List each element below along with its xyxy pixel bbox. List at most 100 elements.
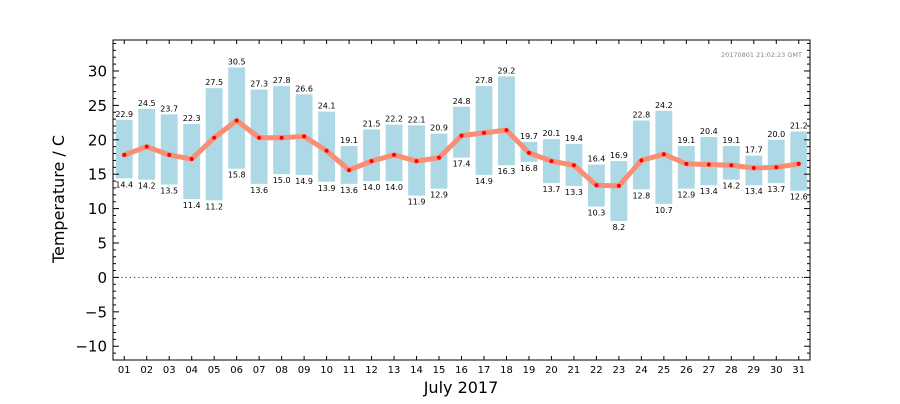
- max-value-label: 20.9: [430, 124, 448, 133]
- x-tick-label: 24: [635, 365, 648, 376]
- x-tick-label: 09: [298, 365, 311, 376]
- min-value-label: 11.9: [408, 198, 426, 207]
- mean-point: [796, 161, 801, 166]
- min-value-label: 14.9: [475, 177, 493, 186]
- max-value-label: 16.9: [610, 151, 628, 160]
- mean-point: [706, 162, 711, 167]
- y-axis-label: Temperature / C: [49, 135, 68, 264]
- mean-point: [437, 155, 442, 160]
- x-tick-label: 29: [747, 365, 760, 376]
- x-tick-label: 21: [568, 365, 581, 376]
- x-tick-label: 22: [590, 365, 603, 376]
- min-value-label: 13.6: [250, 186, 268, 195]
- range-bar: [790, 131, 808, 191]
- range-bar: [453, 106, 470, 158]
- mean-point: [167, 152, 172, 157]
- y-tick-label: 15: [88, 166, 107, 184]
- min-value-label: 15.8: [228, 171, 246, 180]
- mean-point: [774, 165, 779, 170]
- min-value-label: 14.2: [138, 182, 156, 191]
- max-value-label: 20.0: [767, 130, 785, 139]
- min-value-label: 15.0: [273, 176, 291, 185]
- max-value-label: 27.3: [250, 80, 268, 89]
- min-value-label: 10.3: [587, 209, 605, 218]
- x-tick-label: 20: [545, 365, 558, 376]
- range-bar: [677, 145, 695, 189]
- max-value-label: 19.1: [340, 136, 358, 145]
- max-value-label: 24.1: [318, 102, 336, 111]
- max-value-label: 30.5: [228, 58, 246, 67]
- min-value-label: 13.9: [318, 184, 336, 193]
- x-tick-label: 05: [208, 365, 221, 376]
- x-tick-label: 14: [410, 365, 423, 376]
- max-value-label: 24.8: [453, 97, 471, 106]
- y-tick-label: −10: [75, 338, 107, 356]
- range-bar: [610, 161, 628, 221]
- mean-point: [481, 130, 486, 135]
- y-tick-label: 25: [88, 97, 107, 115]
- x-tick-label: 18: [500, 365, 513, 376]
- y-tick-label: 5: [97, 235, 107, 253]
- range-bar: [430, 133, 448, 189]
- max-value-label: 27.8: [273, 76, 291, 85]
- y-tick-label: 10: [88, 200, 107, 218]
- max-value-label: 17.7: [745, 146, 763, 155]
- range-bar: [273, 86, 291, 175]
- x-tick-label: 04: [185, 365, 198, 376]
- mean-point: [324, 148, 329, 153]
- x-tick-label: 13: [388, 365, 401, 376]
- range-bar: [767, 139, 785, 184]
- max-value-label: 16.4: [587, 155, 605, 164]
- max-value-label: 20.1: [543, 129, 561, 138]
- mean-point: [347, 168, 352, 173]
- mean-point: [212, 135, 217, 140]
- min-value-label: 8.2: [613, 223, 626, 232]
- mean-point: [144, 144, 149, 149]
- x-tick-label: 28: [725, 365, 738, 376]
- mean-point: [639, 158, 644, 163]
- x-tick-label: 07: [253, 365, 266, 376]
- x-tick-label: 11: [343, 365, 356, 376]
- x-tick-label: 19: [523, 365, 536, 376]
- min-value-label: 14.9: [295, 177, 313, 186]
- min-value-label: 14.2: [722, 182, 740, 191]
- range-bar: [498, 76, 515, 166]
- mean-point: [414, 159, 419, 164]
- mean-point: [571, 163, 576, 168]
- x-tick-label: 15: [433, 365, 446, 376]
- range-bar: [115, 119, 133, 179]
- x-tick-label: 27: [702, 365, 715, 376]
- min-value-label: 14.4: [115, 180, 133, 189]
- mean-point: [526, 150, 531, 155]
- min-value-label: 13.7: [543, 185, 561, 194]
- min-value-label: 13.7: [767, 185, 785, 194]
- max-value-label: 22.9: [115, 110, 133, 119]
- min-value-label: 10.7: [655, 206, 673, 215]
- x-axis-label: July 2017: [423, 378, 499, 397]
- x-tick-label: 16: [455, 365, 468, 376]
- max-value-label: 20.4: [700, 127, 718, 136]
- mean-point: [234, 118, 239, 123]
- mean-point: [189, 157, 194, 162]
- mean-series: [121, 118, 802, 189]
- min-value-label: 13.3: [565, 188, 583, 197]
- min-value-label: 12.9: [430, 191, 448, 200]
- x-tick-label: 31: [792, 365, 805, 376]
- min-value-label: 13.4: [700, 187, 718, 196]
- max-value-label: 21.2: [790, 122, 808, 131]
- x-tick-label: 02: [140, 365, 153, 376]
- mean-point: [549, 159, 554, 164]
- data-labels: 22.9 14.4 24.5 14.2 23.7 13.5 22.3 11.4 27.5 11.2…: [115, 58, 807, 232]
- min-value-label: 16.3: [498, 167, 516, 176]
- y-tick-label: 20: [88, 131, 107, 149]
- max-value-label: 22.8: [632, 111, 650, 120]
- max-value-label: 19.1: [722, 136, 740, 145]
- mean-point: [459, 133, 464, 138]
- range-bar: [205, 88, 223, 201]
- min-value-label: 14.0: [363, 183, 381, 192]
- max-value-label: 24.5: [138, 99, 156, 108]
- range-bar: [632, 120, 650, 190]
- min-value-label: 12.9: [677, 191, 695, 200]
- x-tick-label: 08: [275, 365, 288, 376]
